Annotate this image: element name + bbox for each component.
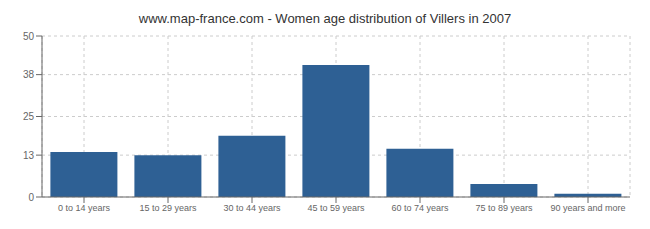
svg-text:60 to 74 years: 60 to 74 years: [391, 203, 449, 213]
svg-text:30 to 44 years: 30 to 44 years: [223, 203, 281, 213]
svg-text:90 years and more: 90 years and more: [550, 203, 625, 213]
svg-text:0: 0: [28, 192, 34, 203]
svg-text:38: 38: [23, 69, 35, 80]
svg-text:45 to 59 years: 45 to 59 years: [307, 203, 365, 213]
svg-text:15 to 29 years: 15 to 29 years: [139, 203, 197, 213]
svg-text:50: 50: [23, 31, 35, 42]
svg-text:75 to 89 years: 75 to 89 years: [475, 203, 533, 213]
html-text:www.map-france.com - Women age: www.map-france.com - Women age distribut…: [138, 11, 512, 26]
svg-text:25: 25: [23, 111, 35, 122]
svg-text:0 to 14 years: 0 to 14 years: [58, 203, 111, 213]
svg-text:13: 13: [23, 150, 35, 161]
